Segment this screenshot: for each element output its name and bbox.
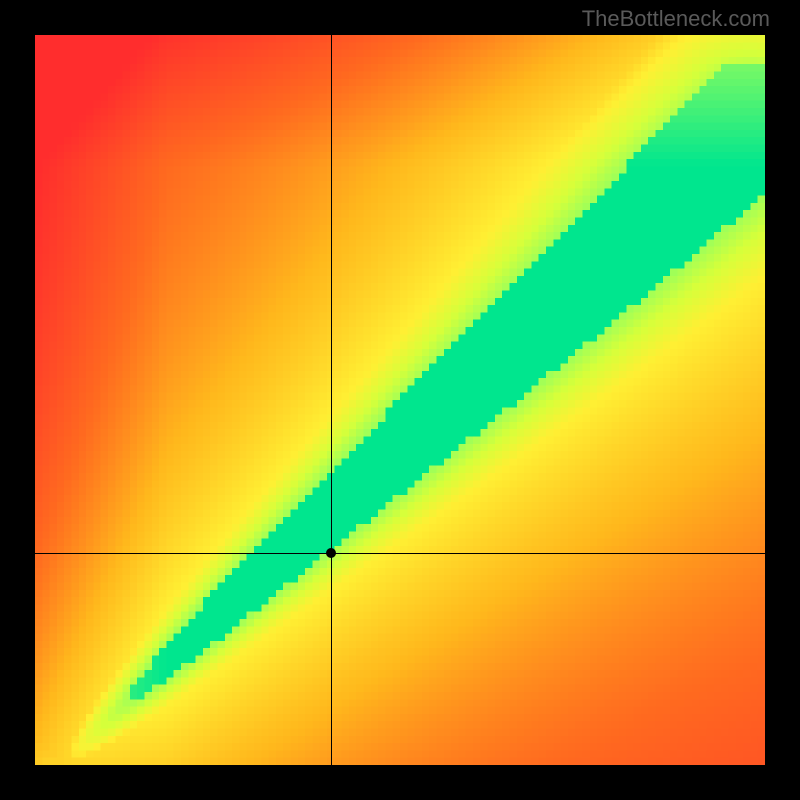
crosshair-vertical: [331, 35, 332, 765]
marker-dot: [326, 548, 336, 558]
heatmap-plot: [35, 35, 765, 765]
watermark-text: TheBottleneck.com: [582, 6, 770, 32]
heatmap-canvas: [35, 35, 765, 765]
crosshair-horizontal: [35, 553, 765, 554]
